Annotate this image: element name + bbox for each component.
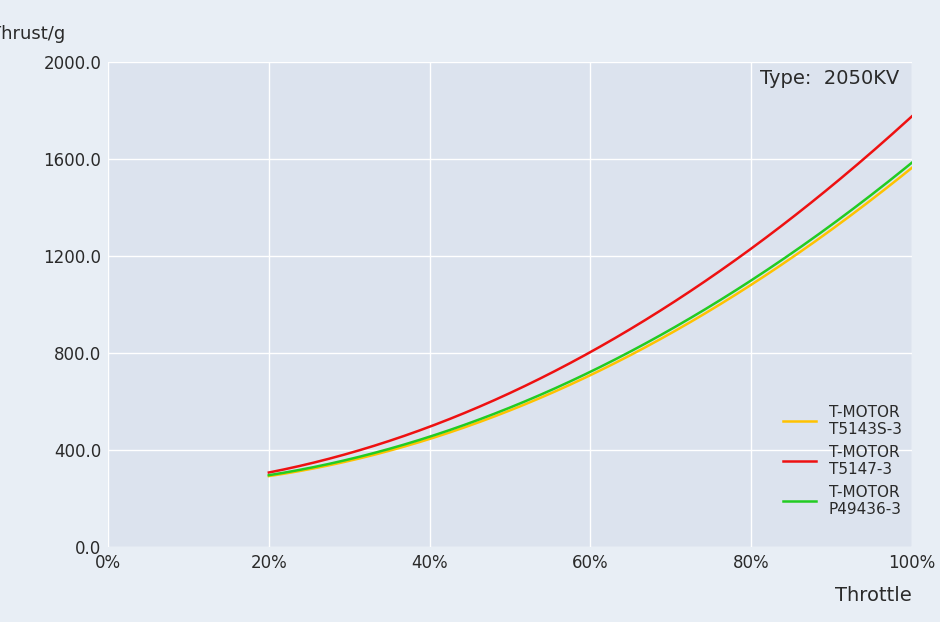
- T-MOTOR
T5143S-3: [805, 241, 816, 248]
- Line: T-MOTOR
T5143S-3: T-MOTOR T5143S-3: [269, 168, 912, 476]
- T-MOTOR
P49436-3: [846, 207, 857, 214]
- T-MOTOR
T5147-3: [263, 469, 274, 476]
- T-MOTOR
T5143S-3: [846, 211, 857, 218]
- T-MOTOR
P49436-3: [657, 330, 668, 338]
- T-MOTOR
P49436-3: [646, 337, 657, 344]
- T-MOTOR
T5143S-3: [657, 334, 668, 341]
- T-MOTOR
T5143S-3: [265, 472, 276, 480]
- T-MOTOR
T5147-3: [657, 305, 668, 313]
- T-MOTOR
T5143S-3: [263, 472, 274, 480]
- Line: T-MOTOR
T5147-3: T-MOTOR T5147-3: [269, 116, 912, 473]
- Line: T-MOTOR
P49436-3: T-MOTOR P49436-3: [269, 163, 912, 475]
- T-MOTOR
T5147-3: [646, 312, 657, 320]
- T-MOTOR
T5147-3: [906, 113, 917, 120]
- T-MOTOR
P49436-3: [906, 159, 917, 167]
- T-MOTOR
T5143S-3: [906, 164, 917, 172]
- T-MOTOR
T5143S-3: [644, 341, 655, 349]
- T-MOTOR
T5143S-3: [646, 340, 657, 348]
- T-MOTOR
P49436-3: [644, 338, 655, 345]
- X-axis label: Throttle: Throttle: [835, 586, 912, 605]
- T-MOTOR
T5147-3: [265, 468, 276, 476]
- T-MOTOR
T5147-3: [846, 165, 857, 173]
- T-MOTOR
P49436-3: [805, 236, 816, 244]
- Text: Type:  2050KV: Type: 2050KV: [760, 70, 900, 88]
- T-MOTOR
T5147-3: [644, 313, 655, 321]
- Legend: T-MOTOR
T5143S-3, T-MOTOR
T5147-3, T-MOTOR
P49436-3: T-MOTOR T5143S-3, T-MOTOR T5147-3, T-MOT…: [776, 399, 908, 523]
- T-MOTOR
P49436-3: [263, 471, 274, 479]
- T-MOTOR
T5147-3: [805, 199, 816, 207]
- T-MOTOR
P49436-3: [265, 471, 276, 478]
- Y-axis label: Thrust/g: Thrust/g: [0, 25, 66, 43]
